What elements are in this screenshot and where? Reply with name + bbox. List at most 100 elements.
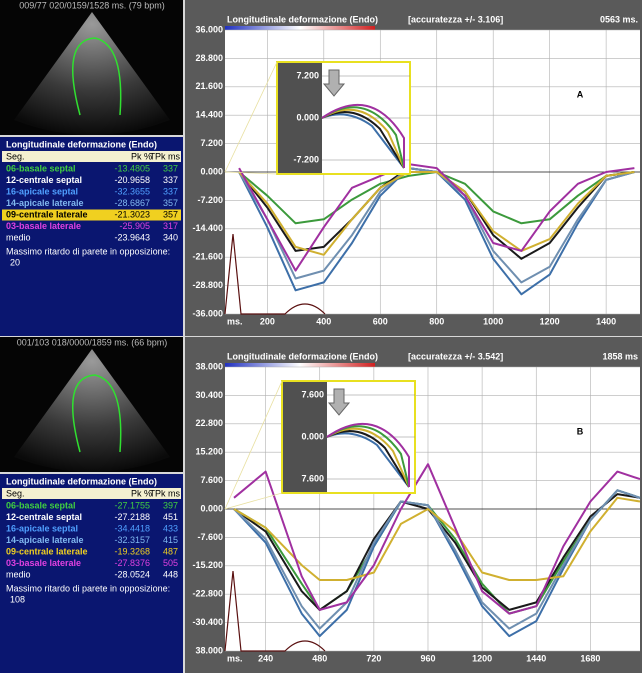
time-label: 1858 ms [602, 351, 638, 361]
y-tick-label: 0.000 [200, 503, 223, 513]
x-tick-label: 200 [260, 316, 275, 326]
x-tick-label: 480 [312, 653, 327, 663]
table-head-bg [2, 488, 181, 499]
color-bar [225, 26, 375, 30]
peak-strain: -28.6867 [114, 198, 150, 208]
time-to-peak: 487 [163, 546, 178, 556]
strain-curve [238, 163, 635, 272]
inset-guide [224, 61, 278, 173]
arrow [327, 388, 351, 416]
accuracy: [accuratezza +/- 3.542] [408, 351, 503, 361]
accuracy: [accuratezza +/- 3.106] [408, 14, 503, 24]
arrow [322, 69, 346, 97]
segment-name: 14-apicale laterale [6, 535, 84, 545]
peak-strain: -21.3023 [114, 209, 150, 219]
x-tick-label: 1000 [483, 316, 503, 326]
peak-strain: -27.1755 [114, 500, 150, 510]
col-head: TPk ms [150, 151, 181, 161]
y-tick-label: 21.600 [195, 81, 223, 91]
panel-label: A [577, 89, 584, 99]
segment-name: 09-centrale laterale [6, 209, 88, 219]
segment-name: 09-centrale laterale [6, 546, 88, 556]
time-to-peak: 397 [163, 500, 178, 510]
x-tick-label: 1680 [580, 653, 600, 663]
echo-fan [14, 12, 170, 135]
chart-title: Longitudinale deformazione (Endo) [227, 351, 378, 361]
y-tick-label: 22.800 [195, 418, 223, 428]
table-title: Longitudinale deformazione (Endo) [6, 139, 157, 149]
y-tick-label: 0.000 [200, 166, 223, 176]
time-to-peak: 357 [163, 198, 178, 208]
inset-curve [326, 422, 410, 487]
echo-header: 009/77 020/0159/1528 ms. (79 bpm) [19, 0, 165, 10]
peak-strain: -27.8376 [114, 558, 150, 568]
echo-header: 001/103 018/0000/1859 ms. (66 bpm) [17, 337, 168, 347]
y-tick-label: -7.200 [197, 195, 223, 205]
time-to-peak: 433 [163, 523, 178, 533]
inset-tick-label: 7.200 [296, 70, 319, 80]
x-tick-label: 1200 [540, 316, 560, 326]
y-tick-label: 7.200 [200, 138, 223, 148]
mean-name: medio [6, 569, 31, 579]
ecg-trace [224, 570, 326, 652]
strain-curve [233, 463, 641, 615]
col-head: Seg. [6, 151, 25, 161]
table-head-bg [2, 151, 181, 162]
col-head: Seg. [6, 488, 25, 498]
mean-pk: -28.0524 [114, 569, 150, 579]
peak-strain: -32.3655 [114, 186, 150, 196]
peak-strain: -13.4805 [114, 163, 150, 173]
inset-guide [224, 492, 283, 510]
time-to-peak: 415 [163, 535, 178, 545]
y-tick-label: 38.000 [195, 361, 223, 371]
time-to-peak: 451 [163, 512, 178, 522]
peak-strain: -25.905 [119, 221, 150, 231]
ecg-trace [224, 233, 326, 315]
x-tick-label: 600 [373, 316, 388, 326]
mean-tpk: 340 [163, 232, 178, 242]
col-head: Pk % [131, 151, 152, 161]
col-head: Pk % [131, 488, 152, 498]
inset-axis-bg [278, 63, 322, 173]
inset-tick-label: 7.600 [301, 473, 324, 483]
segment-name: 12-centrale septal [6, 512, 82, 522]
inset-axis-bg [283, 382, 327, 492]
inset-tick-label: 0.000 [301, 431, 324, 441]
mean-pk: -23.9643 [114, 232, 150, 242]
y-tick-label: 7.600 [200, 475, 223, 485]
peak-strain: -27.2188 [114, 512, 150, 522]
time-to-peak: 337 [163, 175, 178, 185]
x-tick-label: 1440 [526, 653, 546, 663]
peak-strain: -20.9658 [114, 175, 150, 185]
segment-name: 06-basale septal [6, 163, 76, 173]
y-tick-label: 14.400 [195, 110, 223, 120]
table-title: Longitudinale deformazione (Endo) [6, 476, 157, 486]
y-tick-label: -36.000 [192, 308, 223, 318]
inset-tick-label: 0.000 [296, 112, 319, 122]
x-tick-label: 400 [316, 316, 331, 326]
color-bar [225, 363, 375, 367]
x-axis-label: ms. [227, 316, 243, 326]
time-to-peak: 505 [163, 558, 178, 568]
x-tick-label: 1200 [472, 653, 492, 663]
echo-fan [14, 349, 170, 472]
segment-name: 16-apicale septal [6, 523, 78, 533]
time-label: 0563 ms. [600, 14, 638, 24]
y-tick-label: -22.800 [192, 589, 223, 599]
endo-trace [71, 37, 122, 116]
inset-tick-label: 7.600 [301, 389, 324, 399]
y-tick-label: -14.400 [192, 223, 223, 233]
peak-strain: -34.4418 [114, 523, 150, 533]
segment-name: 12-centrale septal [6, 175, 82, 185]
strain-curve [233, 489, 641, 630]
peak-strain: -19.3268 [114, 546, 150, 556]
delay-value: 20 [10, 257, 20, 267]
x-tick-label: 240 [258, 653, 273, 663]
y-tick-label: -30.400 [192, 617, 223, 627]
endo-trace [71, 374, 122, 453]
mean-name: medio [6, 232, 31, 242]
y-tick-label: 15.200 [195, 447, 223, 457]
strain-curve [233, 496, 641, 581]
delay-value: 108 [10, 594, 25, 604]
